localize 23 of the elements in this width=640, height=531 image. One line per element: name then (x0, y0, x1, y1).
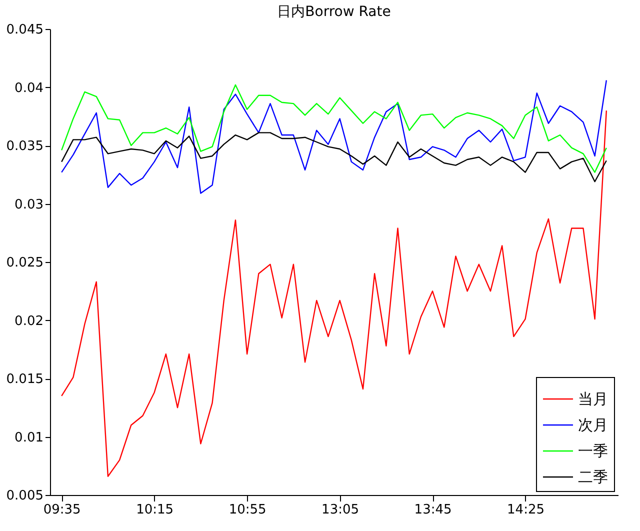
x-tick-label: 14:25 (507, 502, 544, 518)
line-series (60, 80, 608, 194)
y-tick-label: 0.04 (14, 80, 44, 96)
line-series (60, 84, 608, 173)
y-tick-label: 0.025 (6, 256, 44, 270)
y-tick-label: 0.03 (14, 197, 44, 212)
chart-title: 日内Borrow Rate (277, 4, 391, 20)
y-tick-label: 0.035 (6, 139, 44, 154)
line-series (60, 132, 608, 182)
x-tick-label: 10:55 (228, 502, 266, 518)
x-tick-label: 13:45 (414, 502, 452, 518)
y-tick-label: 0.015 (6, 372, 44, 387)
x-tick-label: 10:15 (136, 502, 174, 518)
x-tick-label: 13:05 (322, 502, 360, 518)
legend-label: 次月 (578, 416, 608, 434)
legend-label: 二季 (578, 468, 608, 486)
legend-label: 当月 (578, 390, 608, 408)
y-tick-label: 0.01 (14, 430, 44, 446)
y-tick-label: 0.005 (6, 488, 44, 504)
x-tick-label: 09:35 (43, 502, 81, 518)
y-tick-label: 0.045 (6, 22, 44, 38)
legend-label: 一季 (578, 442, 608, 460)
y-tick-label: 0.02 (14, 314, 44, 329)
